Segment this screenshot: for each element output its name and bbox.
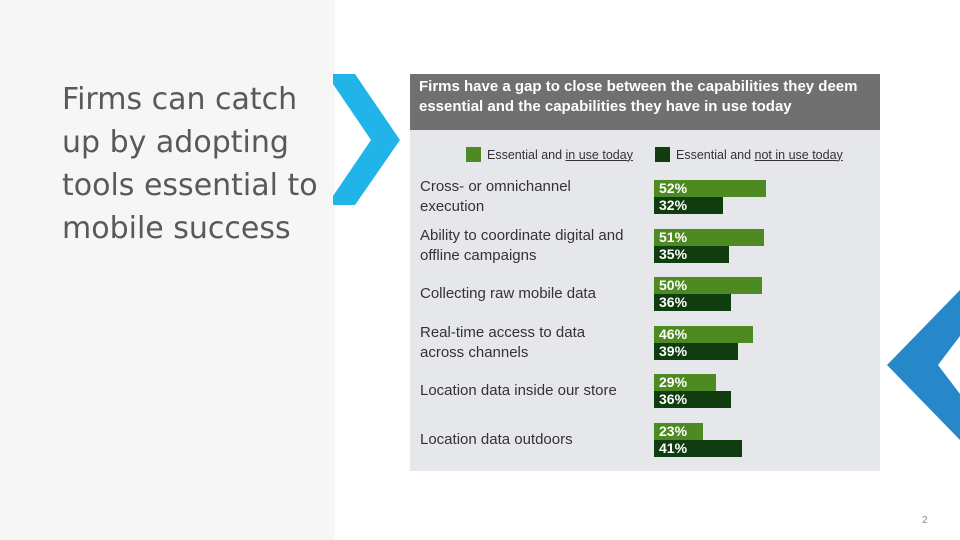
- category-label: Collecting raw mobile data: [420, 285, 596, 302]
- legend-swatch-not-in-use: [655, 147, 670, 162]
- category-label: Location data outdoors: [420, 430, 573, 448]
- category-label: Location data inside our store: [420, 382, 617, 399]
- data-label: 46%: [659, 325, 688, 342]
- data-label: 36%: [659, 294, 688, 310]
- bar-not-in-use: 39%: [654, 342, 738, 360]
- data-label: 23%: [659, 422, 688, 439]
- chart-title: Firms have a gap to close between the ca…: [419, 78, 858, 115]
- bar-not-in-use: 35%: [654, 245, 730, 263]
- bar-in-use: 23%: [654, 422, 704, 440]
- bar-in-use: 51%: [654, 228, 764, 246]
- data-label: 35%: [659, 245, 688, 262]
- bar-in-use: 50%: [654, 277, 762, 294]
- chart-header: Firms have a gap to close between the ca…: [410, 74, 880, 130]
- legend-label-not-in-use: Essential and not in use today: [676, 147, 843, 162]
- page-number: 2: [922, 515, 928, 526]
- data-label: 51%: [659, 228, 688, 245]
- bar-not-in-use: 41%: [654, 439, 743, 457]
- legend-swatch-in-use: [466, 147, 481, 162]
- category-label: Real-time access to data across channels: [420, 323, 586, 361]
- category-label: Cross- or omnichannel execution: [420, 178, 571, 215]
- data-label: 36%: [659, 391, 688, 407]
- chart-panel: Firms have a gap to close between the ca…: [410, 74, 880, 471]
- legend-item-in-use: Essential and in use today: [466, 147, 633, 162]
- legend-item-not-in-use: Essential and not in use today: [655, 147, 843, 162]
- data-label: 32%: [659, 197, 688, 213]
- bar-not-in-use: 36%: [654, 294, 732, 311]
- data-label: 29%: [659, 374, 688, 390]
- chevron-right-decoration: [333, 74, 400, 205]
- category-label: Ability to coordinate digital and offlin…: [420, 226, 624, 264]
- bar-not-in-use: 32%: [654, 197, 723, 214]
- chevron-left-decoration: [887, 290, 960, 440]
- data-label: 50%: [659, 277, 688, 293]
- bar-in-use: 29%: [654, 374, 717, 391]
- data-label: 52%: [659, 180, 688, 196]
- data-label: 39%: [659, 342, 688, 359]
- slide-title: Firms can catch up by adopting tools ess…: [62, 82, 318, 246]
- bar-in-use: 46%: [654, 325, 753, 343]
- data-label: 41%: [659, 439, 688, 456]
- title-panel: [0, 0, 335, 540]
- legend-label-in-use: Essential and in use today: [487, 147, 633, 162]
- bar-not-in-use: 36%: [654, 391, 732, 408]
- bar-in-use: 52%: [654, 180, 766, 197]
